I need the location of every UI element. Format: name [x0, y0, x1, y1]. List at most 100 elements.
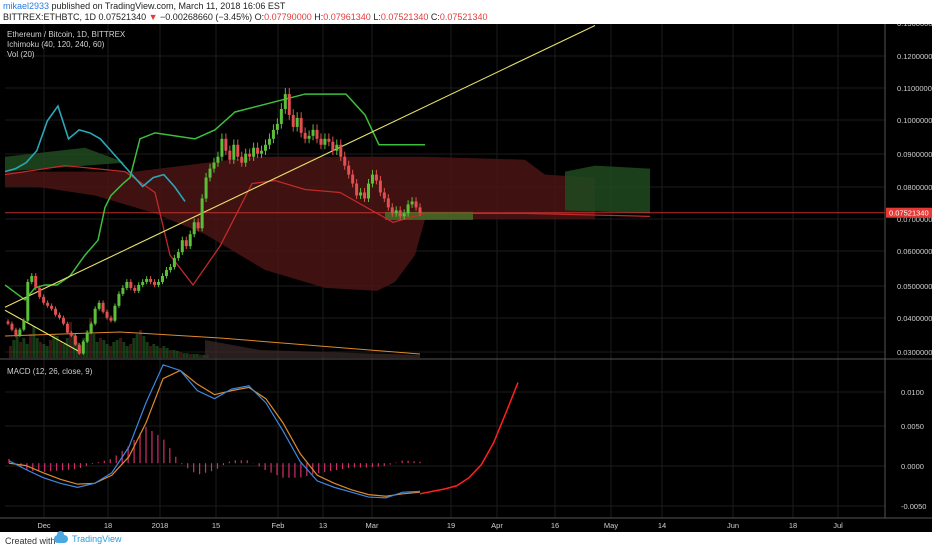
- candle-body: [6, 321, 10, 324]
- chart-title-legend[interactable]: Ethereum / Bitcoin, 1D, BITTREX: [7, 30, 126, 39]
- volume-bar: [95, 342, 99, 358]
- volume-bar: [135, 334, 139, 358]
- volume-bar: [139, 330, 142, 358]
- volume-bar: [179, 352, 182, 358]
- volume-bar: [99, 338, 102, 358]
- candle-body: [398, 210, 402, 217]
- time-tick-label: 16: [551, 521, 559, 530]
- volume-bar: [165, 348, 169, 358]
- candle-body: [85, 332, 89, 342]
- chart-header: mikael2933 published on TradingView.com,…: [0, 0, 932, 24]
- candle-body: [113, 305, 117, 321]
- candle-body: [42, 296, 46, 303]
- tradingview-brand-text: TradingView: [72, 534, 122, 544]
- trendline-resistance: [4, 309, 81, 353]
- candle-body: [101, 302, 105, 312]
- candle-body: [220, 138, 224, 157]
- candle-body: [208, 168, 212, 178]
- candle-body: [374, 174, 378, 181]
- macd-legend[interactable]: MACD (12, 26, close, 9): [7, 367, 93, 376]
- candle-body: [275, 123, 279, 130]
- candle-body: [153, 281, 157, 285]
- candle-body: [50, 305, 54, 309]
- volume-bar: [69, 322, 72, 358]
- tradingview-logo[interactable]: TradingView: [54, 531, 122, 544]
- ichimoku-cloud-bullish-future: [565, 165, 650, 214]
- candle-body: [378, 180, 382, 193]
- candle-body: [307, 135, 311, 139]
- candle-body: [200, 198, 204, 229]
- time-tick-label: 18: [789, 521, 797, 530]
- volume-bar: [39, 342, 42, 358]
- candle-body: [184, 240, 188, 247]
- volume-bar: [155, 346, 159, 358]
- macd-signal-line: [8, 369, 421, 497]
- candle-body: [382, 192, 386, 199]
- low-label: L:: [373, 12, 381, 22]
- candle-body: [224, 138, 228, 151]
- candle-body: [97, 302, 101, 309]
- volume-bar: [19, 342, 22, 358]
- candle-body: [228, 150, 232, 160]
- volume-bar: [32, 326, 36, 358]
- candle-body: [133, 287, 137, 291]
- candle-body: [311, 129, 315, 136]
- candle-body: [264, 144, 267, 151]
- candle-body: [137, 284, 141, 291]
- ichimoku-conversion-line: [4, 104, 186, 202]
- time-tick-label: 19: [447, 521, 455, 530]
- volume-bar: [89, 318, 92, 358]
- candle-body: [390, 207, 394, 214]
- candle-body: [335, 144, 339, 151]
- candle-body: [283, 94, 287, 109]
- ichimoku-legend[interactable]: Ichimoku (40, 120, 240, 60): [7, 40, 105, 49]
- volume-bar: [202, 354, 206, 358]
- volume-bar: [85, 330, 89, 358]
- candle-body: [331, 141, 335, 151]
- support-zone-box: [385, 211, 473, 220]
- cloud-icon: [54, 531, 68, 543]
- open-label: O:: [254, 12, 265, 22]
- volume-bar: [12, 340, 16, 358]
- candle-body: [260, 150, 264, 154]
- volume-bar: [172, 350, 176, 358]
- volume-legend[interactable]: Vol (20): [7, 50, 35, 59]
- volume-bar: [65, 338, 69, 358]
- author-link[interactable]: mikael2933: [3, 1, 50, 11]
- candle-body: [14, 329, 18, 336]
- volume-bar: [125, 346, 129, 358]
- candle-body: [46, 302, 50, 306]
- candle-body: [232, 144, 236, 160]
- macd-projection-curve: [419, 382, 519, 495]
- candle-body: [279, 108, 283, 124]
- volume-bar: [169, 350, 172, 358]
- close-label: C:: [430, 12, 440, 22]
- volume-bar: [109, 346, 112, 358]
- volume-bar: [35, 338, 39, 358]
- candle-body: [172, 258, 176, 268]
- open-value: 0.07790000: [264, 12, 312, 22]
- time-tick-label: 2018: [152, 521, 169, 530]
- close-value: 0.07521340: [439, 12, 488, 22]
- ichimoku-cloud-bullish: [5, 147, 125, 172]
- time-tick-label: Dec: [37, 521, 51, 530]
- candle-body: [196, 222, 200, 229]
- candle-body: [414, 201, 418, 208]
- candle-body: [22, 320, 26, 330]
- candle-body: [164, 270, 168, 276]
- candle-body: [343, 156, 347, 166]
- time-tick-label: 18: [104, 521, 112, 530]
- macd-line: [8, 364, 421, 499]
- main-legend: Ethereum / Bitcoin, 1D, BITTREX Ichimoku…: [7, 30, 125, 60]
- candle-body: [402, 213, 406, 217]
- time-tick-label: Apr: [491, 521, 503, 530]
- candle-body: [10, 323, 14, 330]
- candle-body: [406, 204, 410, 214]
- volume-bar: [145, 342, 149, 358]
- candle-body: [351, 174, 355, 184]
- volume-bar: [129, 344, 132, 358]
